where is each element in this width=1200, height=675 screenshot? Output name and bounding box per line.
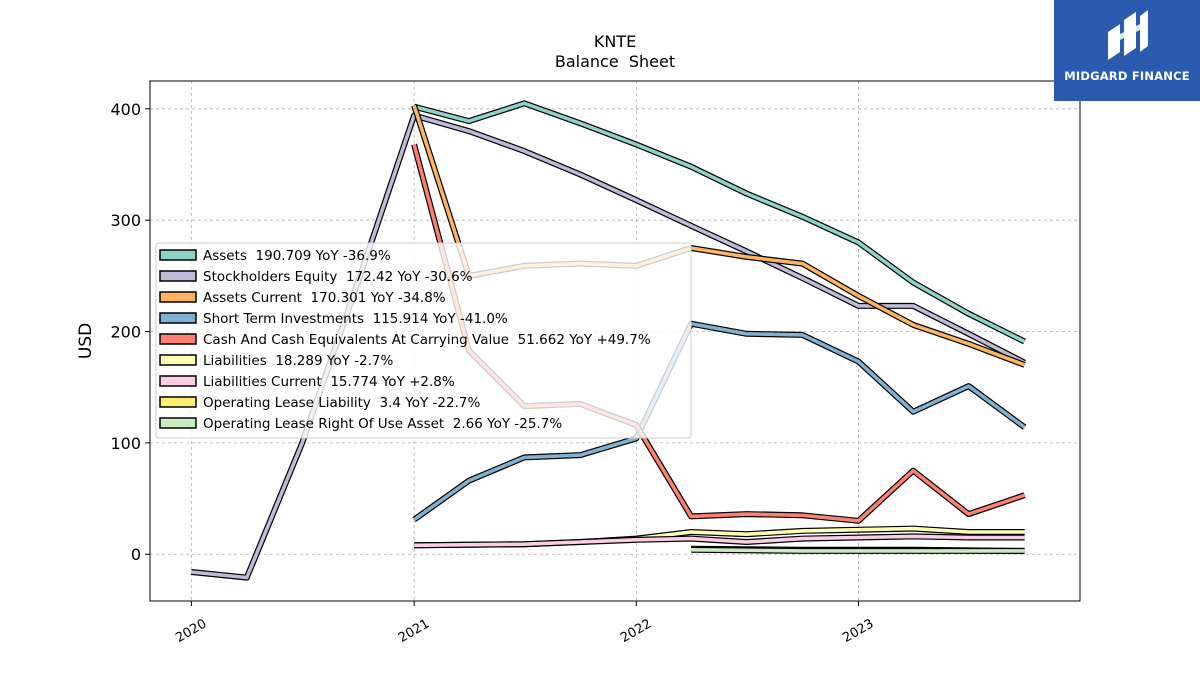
- legend-label: Operating Lease Liability 3.4 YoY -22.7%: [203, 395, 480, 411]
- legend-label: Liabilities 18.289 YoY -2.7%: [203, 353, 393, 369]
- series-liabilities-current: [414, 533, 1025, 549]
- logo-text: MIDGARD FINANCE: [1064, 69, 1190, 83]
- legend-swatch: [159, 312, 197, 324]
- y-axis-label: USD: [76, 323, 96, 359]
- y-tick-label: 100: [110, 434, 141, 453]
- y-tick-label: 200: [110, 323, 141, 342]
- plot-frame: [149, 80, 1081, 602]
- chart-title: KNTE: [593, 32, 637, 51]
- series-line: [413, 321, 1026, 522]
- series-short-term-investments: [412, 320, 1027, 523]
- legend-label: Operating Lease Right Of Use Asset 2.66 …: [203, 416, 562, 432]
- legend-swatch: [159, 396, 197, 408]
- x-tick-label: 2023: [840, 616, 876, 646]
- legend-label: Cash And Cash Equivalents At Carrying Va…: [203, 332, 651, 348]
- legend-swatch: [159, 333, 197, 345]
- y-tick-label: 300: [110, 211, 141, 230]
- legend-label: Short Term Investments 115.914 YoY -41.0…: [203, 311, 508, 327]
- x-tick-label: 2022: [618, 616, 654, 646]
- series-assets: [413, 100, 1026, 345]
- legend-label: Liabilities Current 15.774 YoY +2.8%: [203, 374, 455, 390]
- legend-label: Assets 190.709 YoY -36.9%: [203, 248, 391, 264]
- legend: Assets 190.709 YoY -36.9% Stockholders Eq…: [155, 242, 692, 439]
- legend-box: [155, 242, 692, 439]
- series-operating-lease-right-of-use-asset: [691, 546, 1025, 554]
- series-line: [414, 534, 1025, 548]
- y-tick-label: 0: [131, 545, 141, 564]
- x-tick-label: 2020: [173, 616, 209, 646]
- legend-swatch: [159, 291, 197, 303]
- series-line: [413, 101, 1026, 344]
- chart-subtitle: Balance Sheet: [554, 52, 676, 71]
- legend-swatch: [159, 417, 197, 429]
- legend-swatch: [159, 270, 197, 282]
- y-tick-label: 400: [110, 100, 141, 119]
- legend-label: Assets Current 170.301 YoY -34.8%: [203, 290, 446, 306]
- legend-label: Stockholders Equity 172.42 YoY -30.6%: [203, 269, 473, 285]
- midgard-finance-logo: MIDGARD FINANCE: [1054, 0, 1200, 101]
- logo-mark-icon: [1108, 10, 1148, 60]
- series-line: [691, 548, 1025, 553]
- legend-swatch: [159, 375, 197, 387]
- legend-swatch: [159, 354, 197, 366]
- legend-swatch: [159, 249, 197, 261]
- x-tick-label: 2021: [396, 616, 432, 646]
